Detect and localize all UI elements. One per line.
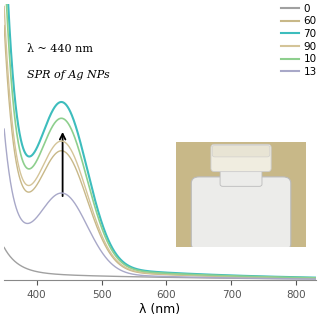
Legend: 0, 60, 70, 90, 10, 13: 0, 60, 70, 90, 10, 13: [281, 4, 317, 77]
X-axis label: λ (nm): λ (nm): [140, 303, 180, 316]
Text: SPR of Ag NPs: SPR of Ag NPs: [27, 70, 110, 80]
Text: λ ~ 440 nm: λ ~ 440 nm: [27, 44, 93, 53]
